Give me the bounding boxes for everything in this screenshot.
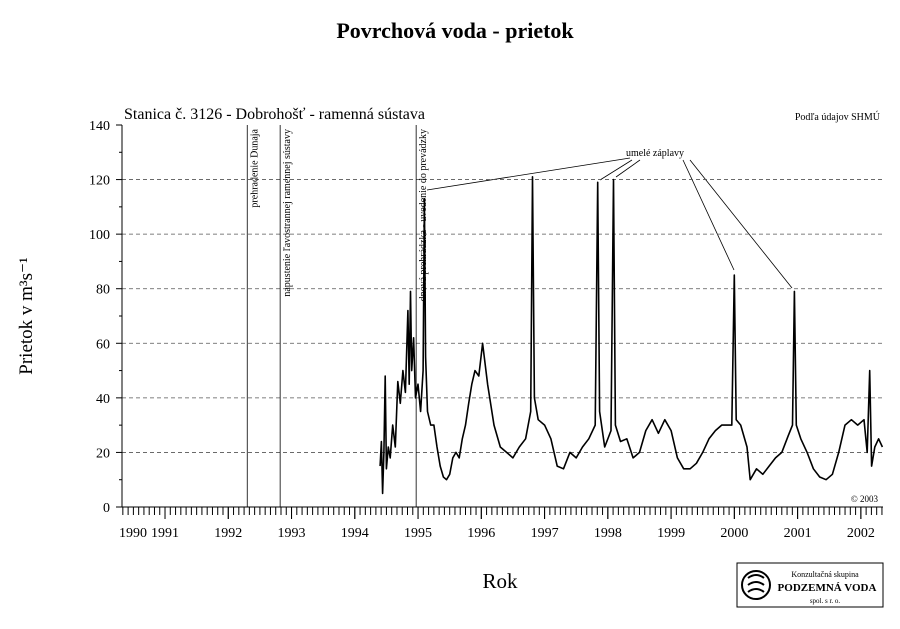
x-tick-label: 1996 <box>467 526 495 541</box>
x-tick-label: 1991 <box>151 526 179 541</box>
source: Podľa údajov SHMÚ <box>795 111 881 123</box>
x-tick-label: 2002 <box>847 526 875 541</box>
y-tick-label: 100 <box>89 228 110 243</box>
x-tick-label: 1999 <box>657 526 685 541</box>
y-tick-label: 40 <box>96 392 110 407</box>
y-tick-label: 120 <box>89 174 110 189</box>
x-tick-label: 2000 <box>720 526 748 541</box>
y-tick-label: 80 <box>96 283 110 298</box>
x-tick-label: 1990 <box>119 526 147 541</box>
x-tick-label: 1997 <box>531 526 559 541</box>
x-axis-label: Rok <box>482 569 518 593</box>
annotation-leaders <box>426 157 793 289</box>
x-tick-label: 1993 <box>278 526 306 541</box>
x-tick-label: 1992 <box>214 526 242 541</box>
copyright: © 2003 <box>851 494 879 504</box>
logo: Konzultačná skupina PODZEMNÁ VODA spol. … <box>736 562 884 608</box>
logo-line: Konzultačná skupina <box>791 570 859 579</box>
logo-line: PODZEMNÁ VODA <box>778 582 877 594</box>
y-tick-label: 20 <box>96 446 110 461</box>
y-axis-label: Prietok v m³s⁻¹ <box>16 257 37 375</box>
chart-title: Povrchová voda - prietok <box>336 18 574 43</box>
x-tick-label: 1998 <box>594 526 622 541</box>
series-line <box>379 176 884 495</box>
logo-line: spol. s r. o. <box>810 597 841 605</box>
subtitle: Stanica č. 3126 - Dobrohošť - ramenná sú… <box>124 106 425 123</box>
x-tick-label: 2001 <box>784 526 812 541</box>
event-label: napustenie ľavostrannej ramennej sústavy <box>282 129 293 297</box>
y-tick-label: 0 <box>103 501 110 516</box>
y-tick-label: 140 <box>89 119 110 134</box>
y-tick-label: 60 <box>96 337 110 352</box>
annotation: umelé záplavy <box>626 148 684 159</box>
event-label: prehradenie Dunaja <box>249 128 260 207</box>
x-tick-label: 1995 <box>404 526 432 541</box>
x-tick-label: 1994 <box>341 526 369 541</box>
